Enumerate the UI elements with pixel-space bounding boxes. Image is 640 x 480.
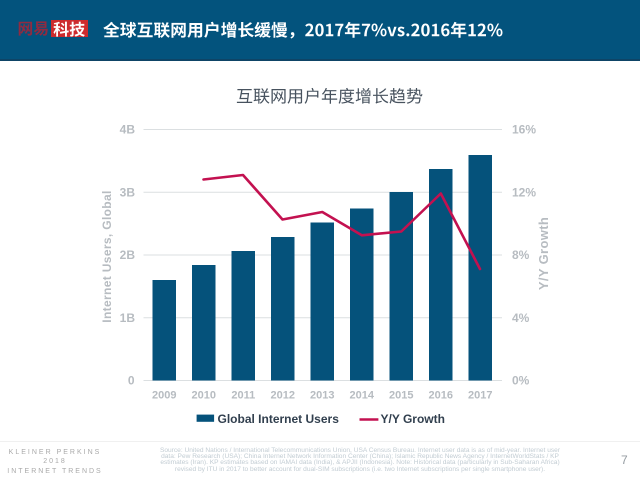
svg-text:Y/Y Growth: Y/Y Growth (381, 412, 445, 426)
svg-text:3B: 3B (120, 185, 136, 199)
svg-text:8%: 8% (512, 248, 530, 262)
svg-text:Y/Y Growth: Y/Y Growth (536, 217, 551, 290)
svg-text:2012: 2012 (271, 390, 295, 402)
svg-text:4B: 4B (120, 123, 136, 137)
svg-text:Global Internet Users: Global Internet Users (218, 412, 340, 426)
svg-text:2017: 2017 (468, 390, 492, 402)
svg-text:2011: 2011 (231, 390, 255, 402)
svg-text:1B: 1B (120, 311, 136, 325)
svg-text:2015: 2015 (389, 390, 413, 402)
svg-text:2009: 2009 (152, 390, 176, 402)
svg-text:2B: 2B (120, 248, 136, 262)
svg-text:2013: 2013 (310, 390, 334, 402)
svg-text:2010: 2010 (192, 390, 216, 402)
svg-text:2014: 2014 (350, 390, 375, 402)
svg-text:0: 0 (128, 374, 135, 388)
svg-text:4%: 4% (512, 311, 530, 325)
svg-text:0%: 0% (512, 374, 530, 388)
svg-text:2016: 2016 (429, 390, 453, 402)
svg-text:12%: 12% (512, 185, 536, 199)
svg-text:Internet Users, Global: Internet Users, Global (100, 190, 114, 322)
svg-text:16%: 16% (512, 123, 536, 137)
